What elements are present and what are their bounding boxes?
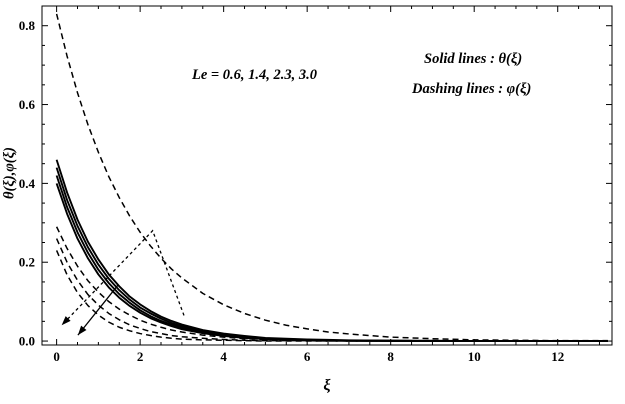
x-tick-label: 6	[304, 349, 311, 364]
dashed-arrow-line	[61, 229, 185, 326]
y-tick-label: 0.4	[19, 176, 36, 191]
y-tick-label: 0.8	[19, 18, 36, 33]
x-tick-label: 0	[53, 349, 60, 364]
series-phi-Le-0.6	[55, 13, 608, 342]
series-theta-Le-3.0	[55, 183, 608, 343]
x-tick-label: 2	[137, 349, 144, 364]
plot-frame	[41, 5, 613, 346]
series-theta-Le-2.3	[55, 175, 608, 343]
series-phi-Le-2.3	[55, 238, 608, 342]
legend-dashed-lines: Dashing lines : φ(ξ)	[412, 81, 532, 97]
y-axis-label: θ(ξ),φ(ξ)	[1, 147, 18, 199]
dashed-arrow-head	[61, 316, 71, 326]
x-axis-label: ξ	[323, 377, 331, 394]
x-tick-label: 4	[220, 349, 227, 364]
y-tick-label: 0.2	[19, 255, 35, 270]
annotation-le-values: Le = 0.6, 1.4, 2.3, 3.0	[192, 67, 318, 83]
x-tick-label: 12	[551, 349, 564, 364]
x-tick-label: 8	[387, 349, 394, 364]
series-phi-Le-1.4	[55, 226, 608, 342]
series-theta-Le-0.6	[55, 159, 608, 343]
x-tick-label: 10	[468, 349, 481, 364]
solid-arrow-line	[77, 284, 119, 336]
legend-solid-lines: Solid lines : θ(ξ)	[424, 51, 523, 67]
solid-arrow-head	[77, 325, 87, 336]
y-tick-label: 0.0	[19, 334, 35, 349]
y-tick-label: 0.6	[19, 97, 36, 112]
series-theta-Le-1.4	[55, 167, 608, 343]
series-phi-Le-3.0	[55, 250, 608, 342]
